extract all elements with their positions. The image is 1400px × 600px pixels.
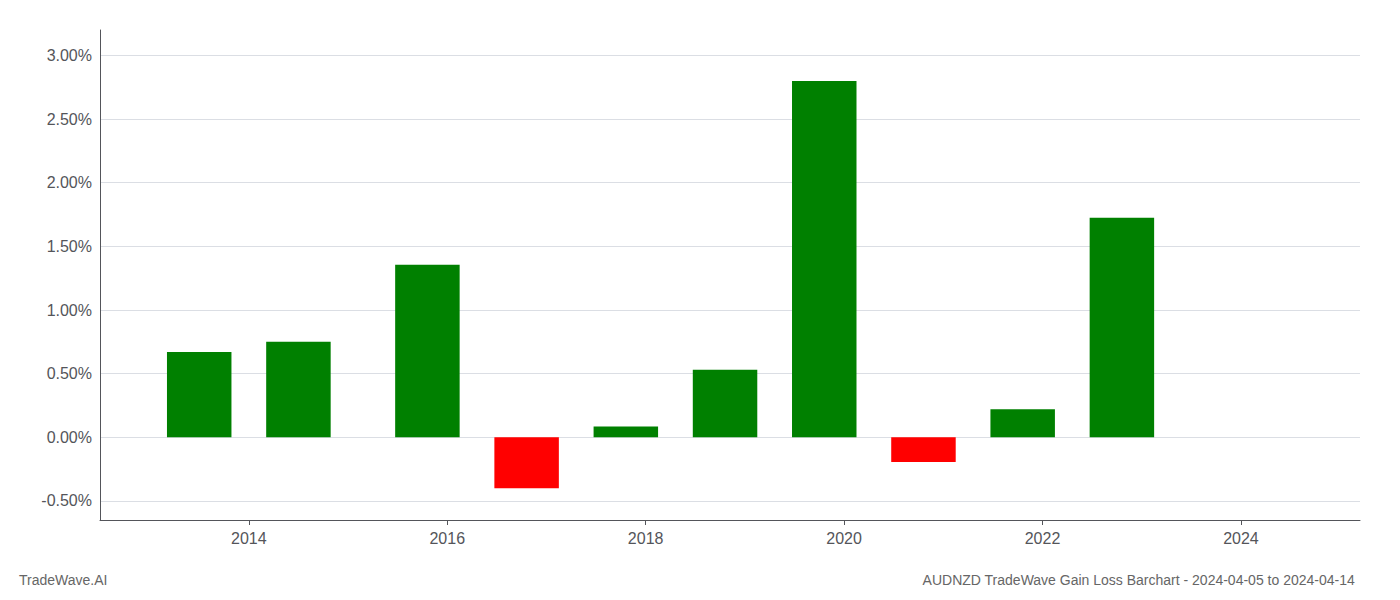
svg-text:1.50%: 1.50% [47,238,92,255]
svg-text:0.50%: 0.50% [47,365,92,382]
svg-text:2.00%: 2.00% [47,174,92,191]
svg-text:AUDNZD TradeWave Gain Loss Bar: AUDNZD TradeWave Gain Loss Barchart - 20… [923,572,1355,588]
svg-text:2022: 2022 [1025,530,1061,547]
svg-text:2014: 2014 [231,530,267,547]
svg-text:-0.50%: -0.50% [41,492,92,509]
svg-text:2016: 2016 [429,530,465,547]
svg-text:TradeWave.AI: TradeWave.AI [19,572,107,588]
svg-text:3.00%: 3.00% [47,47,92,64]
svg-text:2024: 2024 [1223,530,1259,547]
svg-text:1.00%: 1.00% [47,302,92,319]
svg-text:2020: 2020 [826,530,862,547]
svg-text:2018: 2018 [628,530,664,547]
svg-text:2.50%: 2.50% [47,111,92,128]
svg-text:0.00%: 0.00% [47,429,92,446]
